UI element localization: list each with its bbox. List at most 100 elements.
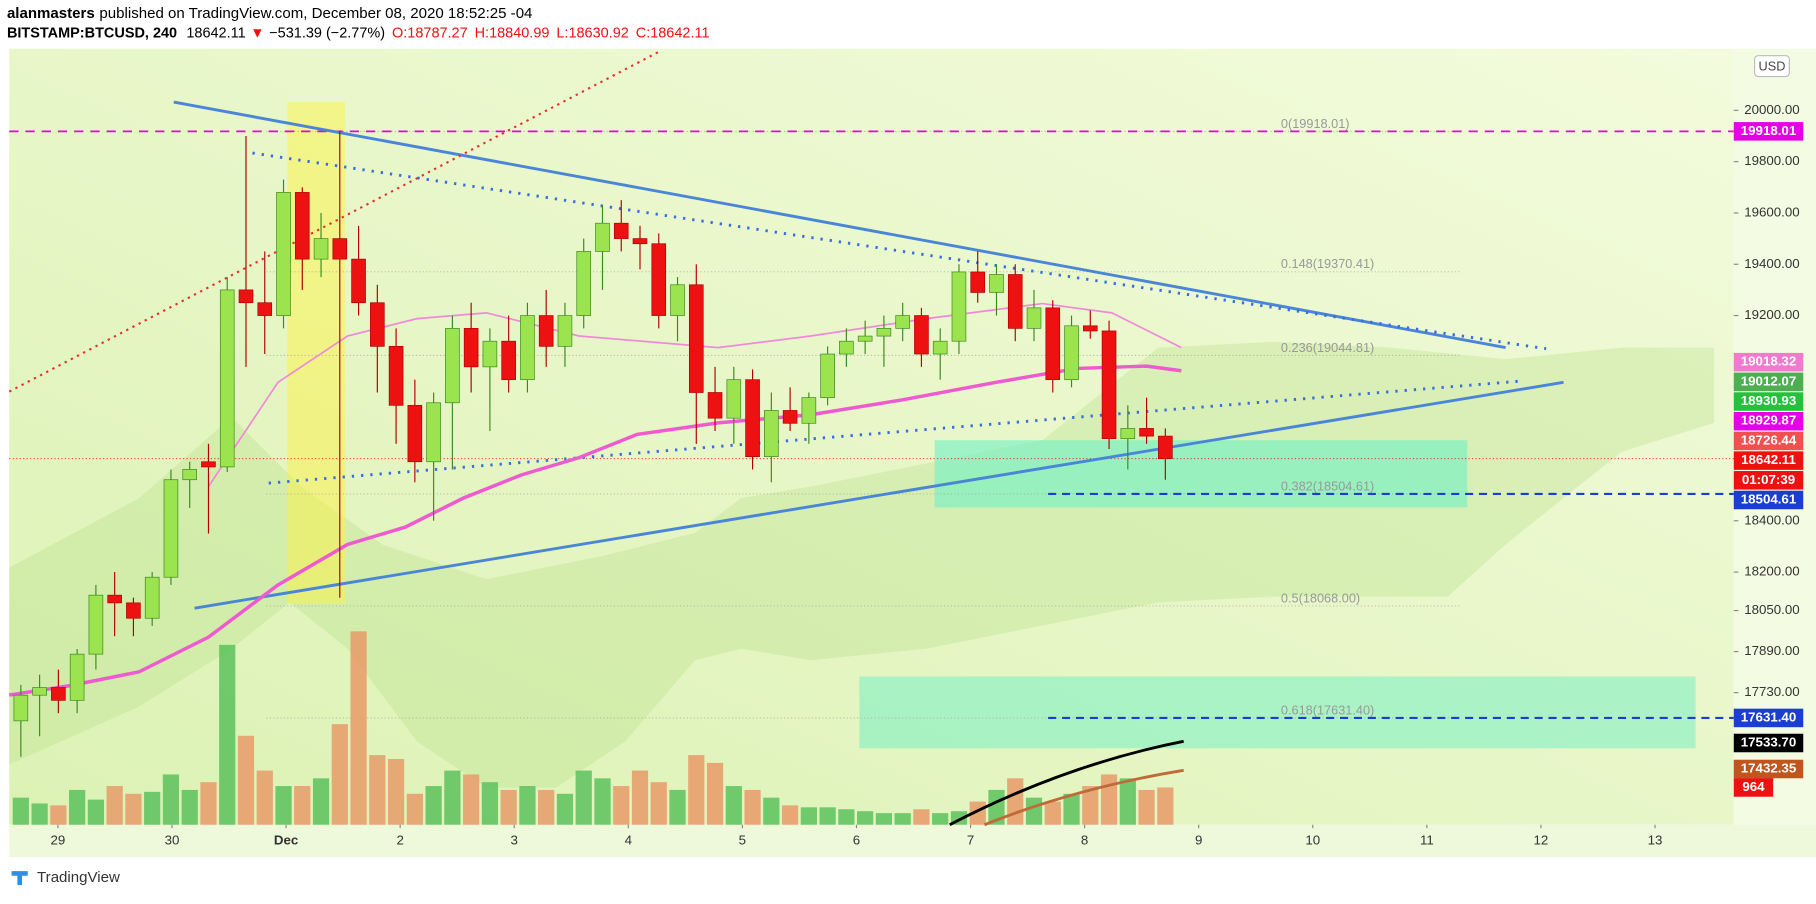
highlight-zone [287,102,346,604]
candle-body [707,392,723,419]
volume-bar [932,813,949,825]
volume-bar [12,797,29,825]
price-label-box [1733,122,1804,141]
candle-body [820,353,835,398]
volume-bar [1007,778,1024,825]
volume-bar [744,789,761,825]
volume-bar [50,805,67,825]
y-tick-label: 19400.00 [1744,256,1799,271]
price-label-box [1733,411,1804,431]
y-tick-label: 18400.00 [1744,512,1799,527]
candle-body [670,284,685,316]
last-price: 18642.11 [186,26,245,42]
volume-bar [838,809,855,825]
volume-bar [875,813,893,825]
candle-body [163,479,179,578]
volume-bar [1044,801,1061,825]
volume-bar [1138,789,1155,825]
volume-bar [350,631,367,825]
volume-bar [613,786,630,825]
price-label: 18929.87 [1741,413,1796,428]
candle-body [1045,307,1061,381]
volume-bar [894,813,911,825]
candle-body [107,594,122,604]
y-tick-label: 18200.00 [1744,564,1799,579]
price-label-box [1733,490,1804,510]
candle-body [538,315,554,347]
candles [13,130,1173,757]
symbol-line: BITSTAMP:BTCUSD, 240 18642.11 ▼ −531.39 (−2… [7,26,710,42]
countdown-box [1733,471,1804,490]
open: O:18787.27 [392,26,468,42]
volume-bar [463,774,480,825]
candle-body [1120,428,1136,440]
candle-body [51,687,66,701]
volume-average [949,739,1184,827]
volume-bar [519,786,536,825]
volume-bar [781,805,799,825]
volume-label-box [1733,778,1774,797]
price-label: 19918.01 [1741,123,1797,138]
volume-bar [1119,778,1136,825]
volume-average [983,768,1184,827]
price-label-box [1733,451,1804,470]
volume-bar [594,778,611,825]
candle-body [932,340,948,355]
x-tick-label: 7 [967,832,974,847]
volume-bar [106,786,123,825]
volume-bar [669,789,686,825]
x-tick-label: 30 [165,832,180,847]
candle-body [13,694,29,722]
volume-bar [444,770,461,825]
volume-bar [294,786,311,825]
volume-bar [913,809,930,825]
volume-bar [425,786,442,825]
candle-body [276,192,291,316]
volume-bar [125,793,142,825]
candle-body [520,315,535,381]
x-tick-label: 9 [1195,832,1202,847]
volume-bar [31,803,48,825]
price-label: 17432.35 [1741,761,1797,776]
fib-label: 0.236(19044.81) [1281,340,1374,355]
x-tick-label: 29 [51,832,66,847]
x-tick-label: 2 [396,832,403,847]
price-label: 19018.32 [1741,354,1796,369]
volume-bar [369,755,386,825]
candle-body [895,315,910,329]
volume-bar [763,797,780,825]
volume-bar [200,782,217,825]
volume-bar [312,778,330,825]
demand-zone [934,440,1468,508]
candle-body [144,576,160,619]
candle-body [801,397,817,424]
volume-bar [331,724,348,825]
price-label-box [1733,392,1804,411]
candle-body [632,238,648,245]
fib-label: 0.618(17631.40) [1281,702,1374,717]
candle-body [407,404,423,463]
brand-logo [11,871,28,885]
candle-body [1101,330,1117,440]
volume-bar [481,782,499,825]
candle-body [576,251,592,316]
volume-bar [69,789,86,825]
candle-body [764,410,779,457]
candle-body [351,258,366,304]
volume-bar [538,789,555,825]
candle-body [557,315,573,347]
volume-bar [406,793,423,825]
axis-labels: 20000.00 19800.00 19600.00 19400.00 19200.00… [51,102,1804,847]
fib-label: 0(19918.01) [1281,116,1350,131]
currency-badge[interactable] [1754,55,1790,78]
x-tick-label: 11 [1420,832,1434,847]
published: published on TradingView.com, December 0… [99,5,532,22]
candle-body [219,289,235,468]
candle-body [989,274,1004,293]
close: C:18642.11 [636,26,710,42]
candle-body [463,328,479,368]
candle-body [839,340,854,355]
volume-bar [800,807,817,825]
fib-label: 0.382(18504.61) [1281,478,1374,493]
